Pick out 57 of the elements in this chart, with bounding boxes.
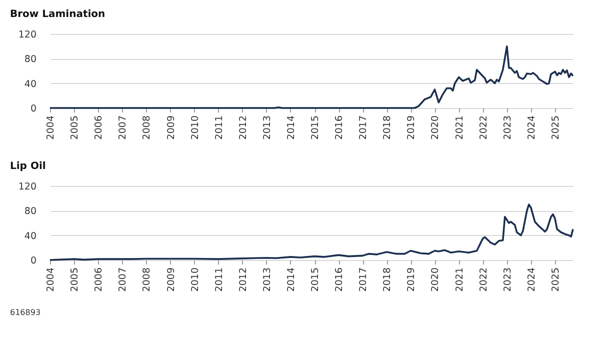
y-tick-label: 120 bbox=[18, 182, 36, 192]
y-tick-label: 0 bbox=[30, 104, 36, 114]
y-tick-label: 80 bbox=[24, 206, 36, 218]
chart-title: Lip Oil bbox=[10, 161, 46, 172]
chart-title: Brow Lamination bbox=[10, 9, 106, 20]
x-tick-label: 2022 bbox=[478, 116, 490, 140]
y-tick-label: 0 bbox=[30, 256, 36, 266]
y-tick-label: 40 bbox=[24, 78, 36, 90]
x-tick-label: 2007 bbox=[118, 116, 129, 140]
x-tick-label: 2005 bbox=[70, 268, 81, 292]
x-tick-label: 2011 bbox=[214, 268, 225, 292]
x-tick-label: 2019 bbox=[406, 116, 418, 140]
x-tick-label: 2017 bbox=[358, 268, 370, 292]
x-tick-label: 2014 bbox=[286, 268, 297, 292]
x-tick-label: 2024 bbox=[526, 116, 538, 140]
x-tick-label: 2012 bbox=[238, 116, 249, 140]
x-tick-label: 2019 bbox=[406, 268, 418, 292]
x-tick-label: 2016 bbox=[334, 268, 346, 292]
x-tick-label: 2023 bbox=[502, 268, 514, 292]
text: 616893 bbox=[10, 308, 41, 317]
x-tick-label: 2008 bbox=[142, 268, 153, 292]
y-tick-label: 80 bbox=[24, 54, 36, 66]
y-tick-label: 40 bbox=[24, 230, 36, 242]
x-tick-label: 2020 bbox=[430, 268, 442, 292]
x-tick-label: 2022 bbox=[478, 268, 490, 292]
x-tick-label: 2004 bbox=[46, 268, 56, 292]
x-tick-label: 2013 bbox=[262, 116, 273, 140]
x-tick-label: 2015 bbox=[310, 268, 322, 292]
line-series bbox=[49, 45, 574, 109]
x-tick-label: 2015 bbox=[310, 116, 322, 140]
x-tick-label: 2010 bbox=[190, 268, 201, 292]
x-tick-label: 2007 bbox=[118, 268, 129, 292]
line-series bbox=[49, 204, 574, 261]
y-tick-label: 120 bbox=[18, 30, 36, 40]
x-tick-label: 2006 bbox=[94, 268, 105, 292]
x-tick-label: 2010 bbox=[190, 116, 201, 140]
x-tick-label: 2013 bbox=[262, 268, 273, 292]
x-tick-label: 2018 bbox=[382, 116, 394, 140]
x-tick-label: 2008 bbox=[142, 116, 153, 140]
x-tick-label: 2024 bbox=[526, 268, 538, 292]
x-tick-label: 2014 bbox=[286, 116, 297, 140]
x-tick-label: 2020 bbox=[430, 116, 442, 140]
x-tick-label: 2004 bbox=[46, 116, 56, 140]
x-tick-label: 2005 bbox=[70, 116, 81, 140]
x-tick-label: 2023 bbox=[502, 116, 514, 140]
x-tick-label: 2021 bbox=[454, 268, 466, 292]
x-tick-label: 2018 bbox=[382, 268, 394, 292]
x-tick-label: 2006 bbox=[94, 116, 105, 140]
x-tick-label: 2025 bbox=[550, 116, 562, 140]
x-tick-label: 2009 bbox=[166, 116, 177, 140]
x-tick-label: 2021 bbox=[454, 116, 466, 140]
x-tick-label: 2016 bbox=[334, 116, 346, 140]
x-tick-label: 2017 bbox=[358, 116, 370, 140]
x-tick-label: 2012 bbox=[238, 268, 249, 292]
x-tick-label: 2011 bbox=[214, 116, 225, 140]
x-tick-label: 2025 bbox=[550, 268, 562, 292]
x-tick-label: 2009 bbox=[166, 268, 177, 292]
